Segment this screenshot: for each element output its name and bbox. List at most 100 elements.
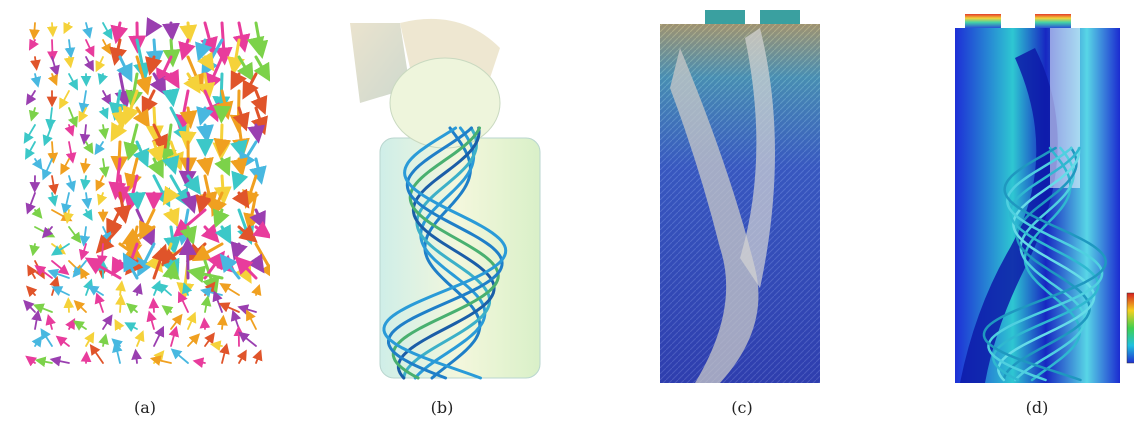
vector-arrow [210, 191, 228, 217]
vector-arrow [186, 311, 197, 330]
vector-arrow [31, 309, 42, 330]
vector-arrow [200, 295, 212, 313]
vector-arrow [95, 225, 122, 254]
vector-arrow [68, 226, 82, 244]
vector-arrow [162, 21, 181, 42]
vector-arrow [234, 255, 258, 280]
caption-a: (a) [133, 398, 157, 417]
vector-arrow [205, 55, 224, 93]
vector-arrow [27, 264, 38, 279]
vector-arrow [50, 243, 70, 256]
vector-arrow [151, 123, 168, 154]
vector-arrow [197, 72, 216, 102]
vector-arrow [41, 226, 54, 239]
vector-arrow [179, 225, 197, 246]
vector-arrow [178, 123, 197, 150]
vector-arrow [49, 56, 60, 77]
vector-arrow [95, 56, 106, 73]
vector-arrow [231, 188, 250, 209]
vector-arrow [145, 17, 163, 38]
vector-arrow [232, 106, 250, 132]
vector-arrow [236, 349, 247, 364]
vector-arrow [47, 268, 70, 280]
vector-arrow [98, 158, 110, 178]
vector-arrow [162, 185, 181, 206]
vector-arrow [41, 158, 53, 181]
vector-arrow [192, 357, 206, 368]
vector-arrow [180, 191, 198, 214]
vector-arrow [115, 280, 126, 296]
vector-arrow [25, 192, 36, 215]
vector-arrow [45, 313, 56, 330]
vector-arrow [251, 284, 262, 296]
vector-arrow [179, 21, 198, 44]
vector-arrow [113, 191, 132, 224]
vector-arrow [84, 257, 122, 280]
vector-arrow [115, 294, 126, 313]
vector-arrow [96, 243, 108, 267]
vector-arrow [46, 39, 58, 62]
vector-arrow [183, 72, 201, 94]
vector-arrow [78, 90, 90, 114]
vector-field-image [20, 8, 270, 388]
vector-arrow [114, 318, 125, 331]
vector-arrow [230, 241, 248, 261]
vector-arrow [214, 224, 232, 245]
vector-arrow [102, 22, 113, 40]
vector-arrow [28, 107, 40, 122]
vector-arrow [102, 314, 113, 330]
vector-arrow [84, 56, 94, 72]
vector-arrow [31, 335, 43, 348]
vector-arrow [149, 72, 167, 96]
vector-arrow [73, 299, 87, 313]
vector-arrow [141, 89, 158, 116]
vector-arrow [23, 124, 36, 144]
vector-arrow [133, 38, 151, 81]
vector-arrow [196, 123, 214, 144]
vector-arrow [84, 331, 95, 347]
vector-arrow [82, 22, 93, 39]
vector-arrow [80, 267, 91, 280]
vector-arrow [127, 191, 146, 211]
colored-surface-image [955, 14, 1134, 383]
vector-arrow [132, 140, 150, 168]
vector-arrow [97, 192, 108, 206]
vector-arrow [187, 333, 201, 347]
vector-arrow [47, 192, 59, 207]
streamline [997, 146, 1096, 382]
vector-arrow [63, 56, 75, 69]
streamline [387, 126, 504, 380]
vector-arrow [95, 175, 106, 192]
vector-arrow [162, 38, 181, 68]
vector-arrow [232, 21, 251, 53]
vector-arrow [55, 335, 70, 347]
vector-arrow [79, 124, 91, 145]
vector-arrow [68, 73, 78, 91]
vector-arrow [161, 155, 180, 175]
streamline [413, 126, 487, 380]
vector-arrow [230, 70, 247, 91]
vector-arrow [124, 322, 138, 333]
streamline [382, 126, 508, 380]
vector-arrow [94, 141, 105, 156]
vector-arrow [178, 38, 196, 61]
vector-arrow [80, 158, 91, 174]
vector-arrow [200, 223, 220, 244]
vector-arrow [126, 302, 138, 314]
vector-arrow [101, 90, 112, 106]
vector-arrow [45, 107, 56, 131]
vector-arrow [214, 156, 231, 177]
streamline [402, 126, 492, 380]
vector-arrow [151, 243, 169, 280]
vector-arrow [146, 310, 157, 330]
vector-arrow [238, 331, 257, 347]
vector-arrow [209, 340, 223, 352]
panel-b [340, 8, 550, 383]
vector-arrow [123, 123, 142, 161]
vector-arrow [170, 348, 189, 364]
vector-arrow [29, 22, 40, 41]
vector-arrow [59, 90, 70, 110]
vector-arrow [98, 333, 109, 347]
streamline [987, 146, 1104, 382]
vector-arrow [48, 175, 59, 196]
